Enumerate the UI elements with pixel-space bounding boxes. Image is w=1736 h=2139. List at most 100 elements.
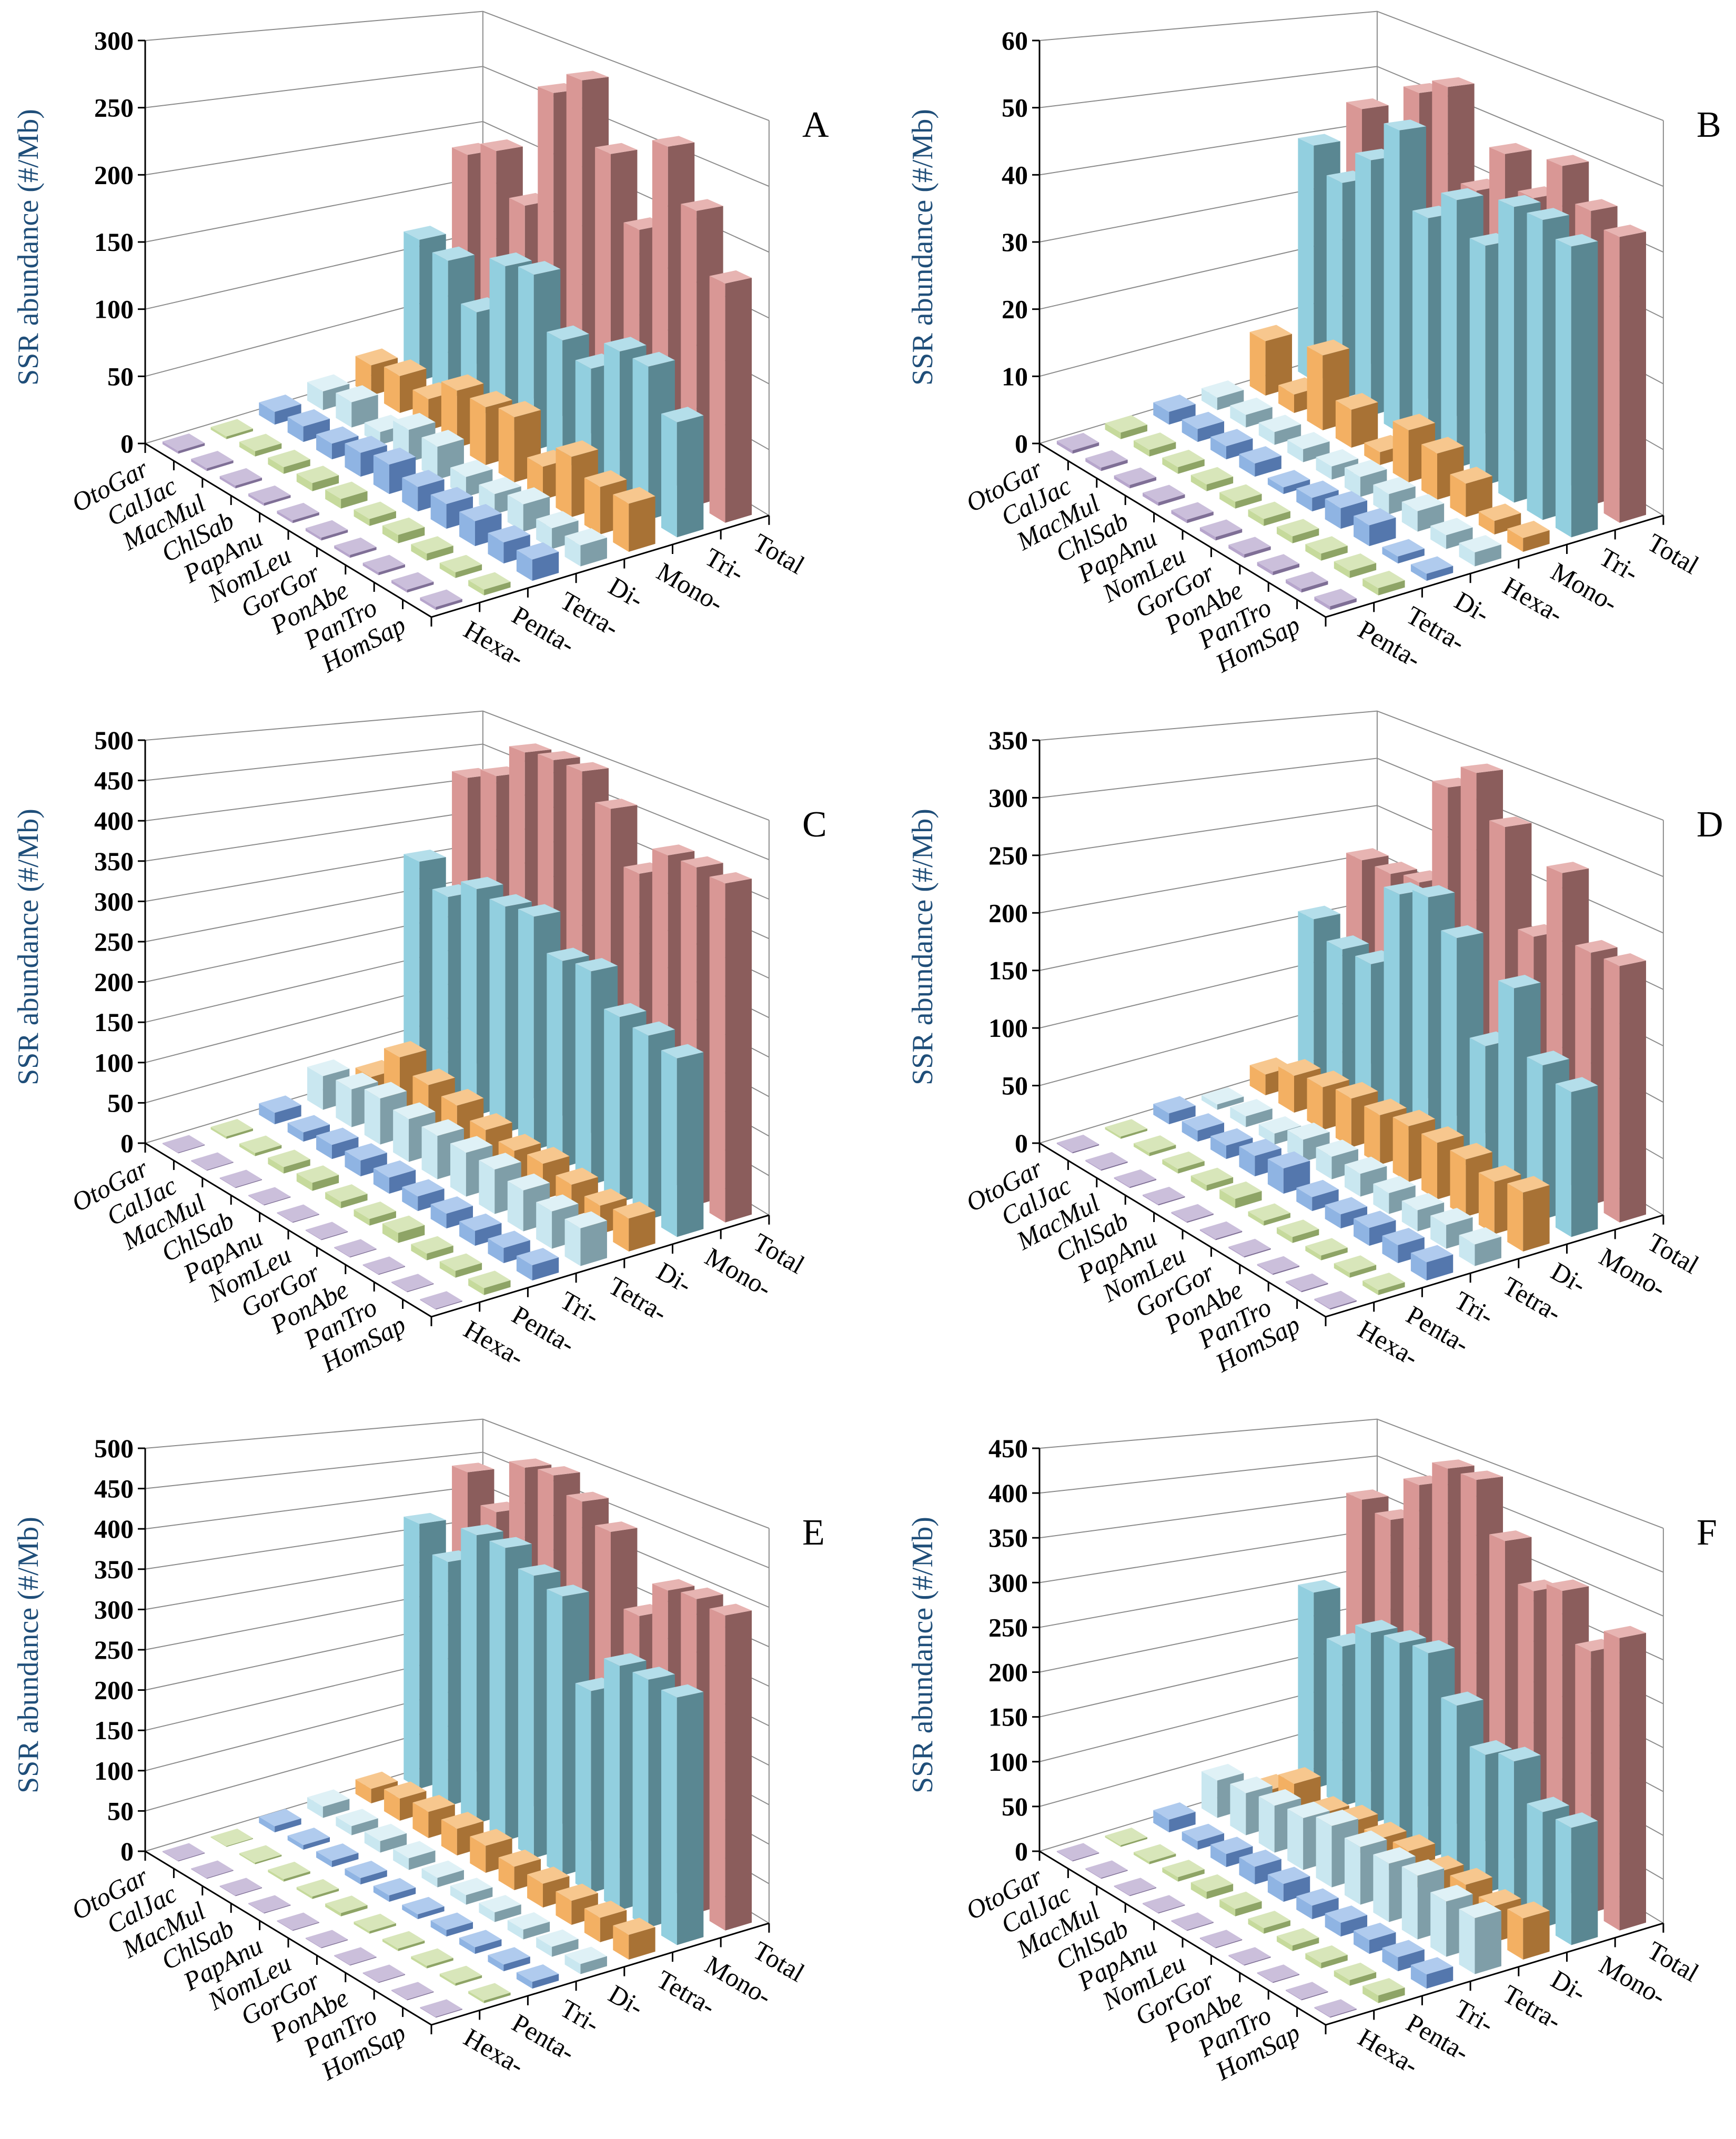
bar-top-face <box>1056 1134 1099 1153</box>
bar-front-face <box>239 441 255 457</box>
bar-top-face <box>1105 415 1147 433</box>
bar-front-face <box>1507 1183 1523 1252</box>
bar <box>1603 225 1647 523</box>
bar-top-face <box>1334 1962 1377 1980</box>
bar-top-face <box>479 477 521 495</box>
bar-front-face <box>1326 941 1343 1098</box>
bar-top-face <box>1114 467 1157 485</box>
bar-front-face <box>1219 1189 1236 1208</box>
bar-front-face <box>632 1672 649 1928</box>
bar-top-face <box>709 270 752 284</box>
bar-top-face <box>362 1256 406 1274</box>
bar <box>468 572 511 596</box>
bar-front-face <box>1201 1771 1217 1818</box>
bar-front-face <box>268 1157 284 1174</box>
bar-front-face <box>1498 1753 1515 1911</box>
bar-front-face <box>507 1920 523 1940</box>
bar-front-face <box>1305 544 1321 561</box>
bar-top-face <box>1354 508 1396 526</box>
bar-side-face <box>484 1280 511 1295</box>
bar-side-face <box>1072 442 1099 454</box>
bar-front-face <box>516 1972 532 1989</box>
bar-top-face <box>1182 1823 1225 1841</box>
bar <box>1171 1204 1214 1223</box>
bar-top-face <box>402 470 445 487</box>
bar-top-face <box>373 1160 416 1178</box>
bar-side-face <box>1321 546 1348 561</box>
bar-front-face <box>1382 1235 1398 1264</box>
bar <box>1133 1135 1176 1156</box>
bar-front-face <box>334 545 350 558</box>
bar-front-face <box>1384 1635 1400 1841</box>
bar-front-face <box>345 1151 361 1177</box>
bar-top-face <box>584 1188 627 1206</box>
bar-top-face <box>1527 208 1569 220</box>
bar-top-face <box>498 1134 541 1151</box>
gridline <box>145 1418 770 1529</box>
bar-front-face <box>1278 1066 1294 1113</box>
bar-front-face <box>362 1264 379 1275</box>
bar-front-face <box>1286 1281 1301 1293</box>
bar-side-face <box>427 546 453 561</box>
bar-side-face <box>1158 1904 1185 1914</box>
bar-front-face <box>1316 1817 1332 1888</box>
bar-front-face <box>1114 1177 1130 1188</box>
bar-top-face <box>1527 1797 1569 1812</box>
bar-top-face <box>403 850 446 862</box>
bar-front-face <box>1307 346 1323 430</box>
bar-side-face <box>677 1052 704 1237</box>
bar-front-face <box>584 1908 600 1942</box>
bar-top-face <box>652 844 695 855</box>
bar-top-face <box>461 876 503 890</box>
bar-side-face <box>380 1833 407 1853</box>
bar <box>459 1213 502 1246</box>
bar-top-face <box>1555 234 1598 247</box>
bar <box>354 1913 396 1934</box>
bar-front-face <box>191 459 207 471</box>
bar-top-face <box>1450 1868 1492 1885</box>
bar <box>1276 1928 1319 1951</box>
bar <box>1056 432 1099 454</box>
bar-top-face <box>421 1860 464 1878</box>
series-label: Di- <box>603 571 649 614</box>
bar-top-face <box>441 374 484 391</box>
bar <box>362 1256 406 1275</box>
bar-top-face <box>248 1187 291 1205</box>
bar-top-face <box>1344 1156 1387 1174</box>
y-tick-label: 350 <box>94 846 134 876</box>
bar-side-face <box>1187 511 1214 523</box>
bar <box>1249 325 1293 396</box>
bar-front-face <box>364 1089 380 1145</box>
bar-top-face <box>1335 392 1378 410</box>
bar-top-face <box>681 856 723 867</box>
y-tick-label: 0 <box>120 1837 134 1866</box>
y-tick-label: 0 <box>120 429 134 458</box>
bar-front-face <box>604 343 620 503</box>
bar-front-face <box>1355 956 1371 1116</box>
bar-front-face <box>1373 485 1389 514</box>
bar-top-face <box>1171 502 1214 520</box>
bar-top-face <box>1307 339 1349 356</box>
bar-front-face <box>430 1204 447 1229</box>
bar <box>382 1931 425 1951</box>
bar-front-face <box>432 889 448 1098</box>
y-axis-title: SSR abundance (#/Mb) <box>12 809 45 1085</box>
bar-side-face <box>226 1128 253 1139</box>
bar-side-face <box>1398 548 1425 564</box>
bar-side-face <box>1226 438 1253 460</box>
bar-front-face <box>1286 579 1301 593</box>
panel-letter: B <box>1697 105 1721 145</box>
bar-top-face <box>1555 1077 1598 1092</box>
bar <box>248 1895 291 1914</box>
bar-top-face <box>1432 1459 1475 1469</box>
bar-front-face <box>1307 1078 1323 1130</box>
bar <box>259 1095 301 1125</box>
bar-front-face <box>1441 193 1457 468</box>
bar <box>345 1143 387 1177</box>
bar-front-face <box>1362 1986 1379 2003</box>
bar-top-face <box>1143 1895 1185 1913</box>
y-tick-label: 100 <box>94 1756 134 1785</box>
y-tick-label: 450 <box>94 766 134 795</box>
bar <box>1362 1273 1405 1295</box>
bar-top-face <box>325 1895 368 1913</box>
